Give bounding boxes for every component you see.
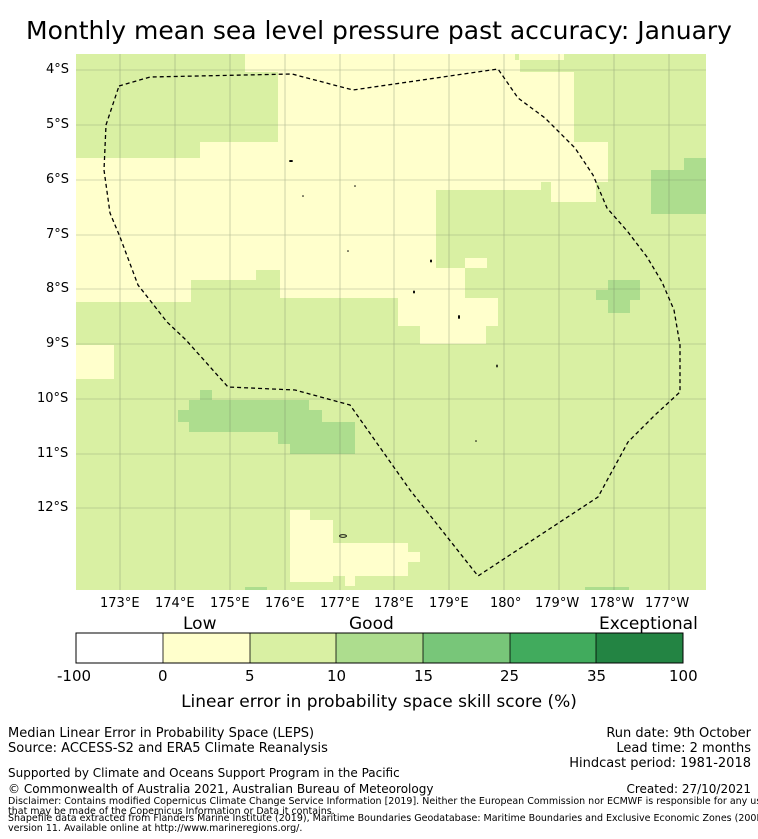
colorbar-tick: -100: [57, 667, 92, 685]
info-hindcast: Hindcast period: 1981-2018: [569, 756, 751, 771]
lon-label-179w: 179°W: [535, 596, 580, 611]
legend-category-good: Good: [349, 614, 394, 634]
shapefile-line1: Shapefile data extracted from Flanders M…: [8, 813, 758, 824]
lat-label-6s: 6°S: [46, 172, 70, 187]
colorbar-tick: 15: [414, 667, 434, 685]
colorbar-tick: 10: [327, 667, 347, 685]
lat-label-12s: 12°S: [37, 500, 69, 515]
colorbar-tick: 100: [669, 667, 698, 685]
good-skill-regions: [178, 158, 706, 590]
lon-label-177w: 177°W: [645, 596, 690, 611]
lat-label-8s: 8°S: [46, 281, 70, 296]
lon-label-177e: 177°E: [320, 596, 360, 611]
legend-category-low: Low: [183, 614, 217, 634]
colorbar-label: Linear error in probability space skill …: [181, 692, 577, 712]
eez-boundary: [103, 68, 681, 577]
lat-label-11s: 11°S: [37, 446, 69, 461]
lon-label-180: 180°: [490, 596, 522, 611]
lon-label-179e: 179°E: [429, 596, 469, 611]
lat-label-4s: 4°S: [46, 62, 70, 77]
colorbar-tick: 5: [245, 667, 255, 685]
map-title: Monthly mean sea level pressure past acc…: [26, 16, 732, 45]
disclaimer-line1: Disclaimer: Contains modified Copernicus…: [8, 796, 758, 807]
lon-label-174e: 174°E: [155, 596, 195, 611]
colorbar-tick: 35: [587, 667, 607, 685]
lon-label-178e: 178°E: [374, 596, 414, 611]
info-source: Source: ACCESS-S2 and ERA5 Climate Reana…: [8, 741, 328, 756]
colorbar-tick: 25: [500, 667, 520, 685]
colorbar-tick: 0: [158, 667, 168, 685]
lon-label-176e: 176°E: [265, 596, 305, 611]
disclaimer-line2: that may be made of the Copernicus Infor…: [8, 806, 335, 817]
info-copyright: © Commonwealth of Australia 2021, Austra…: [8, 782, 434, 796]
info-lead-time: Lead time: 2 months: [616, 741, 751, 756]
lon-label-178w: 178°W: [590, 596, 635, 611]
info-supported: Supported by Climate and Oceans Support …: [8, 766, 400, 780]
info-run-date: Run date: 9th October: [606, 726, 751, 741]
lon-label-175e: 175°E: [210, 596, 250, 611]
islands: [289, 160, 498, 538]
lat-label-7s: 7°S: [46, 227, 70, 242]
info-created: Created: 27/10/2021: [626, 782, 751, 796]
info-leps: Median Linear Error in Probability Space…: [8, 726, 315, 741]
lat-label-5s: 5°S: [46, 117, 70, 132]
low-skill-regions: [76, 54, 608, 586]
lat-label-10s: 10°S: [37, 391, 69, 406]
legend-category-exceptional: Exceptional: [599, 614, 698, 634]
lon-label-173e: 173°E: [100, 596, 140, 611]
shapefile-line2: version 11. Available online at http://w…: [8, 823, 303, 834]
lat-label-9s: 9°S: [46, 336, 70, 351]
colorbar: [75, 632, 684, 664]
map-gridlines: [76, 54, 706, 590]
